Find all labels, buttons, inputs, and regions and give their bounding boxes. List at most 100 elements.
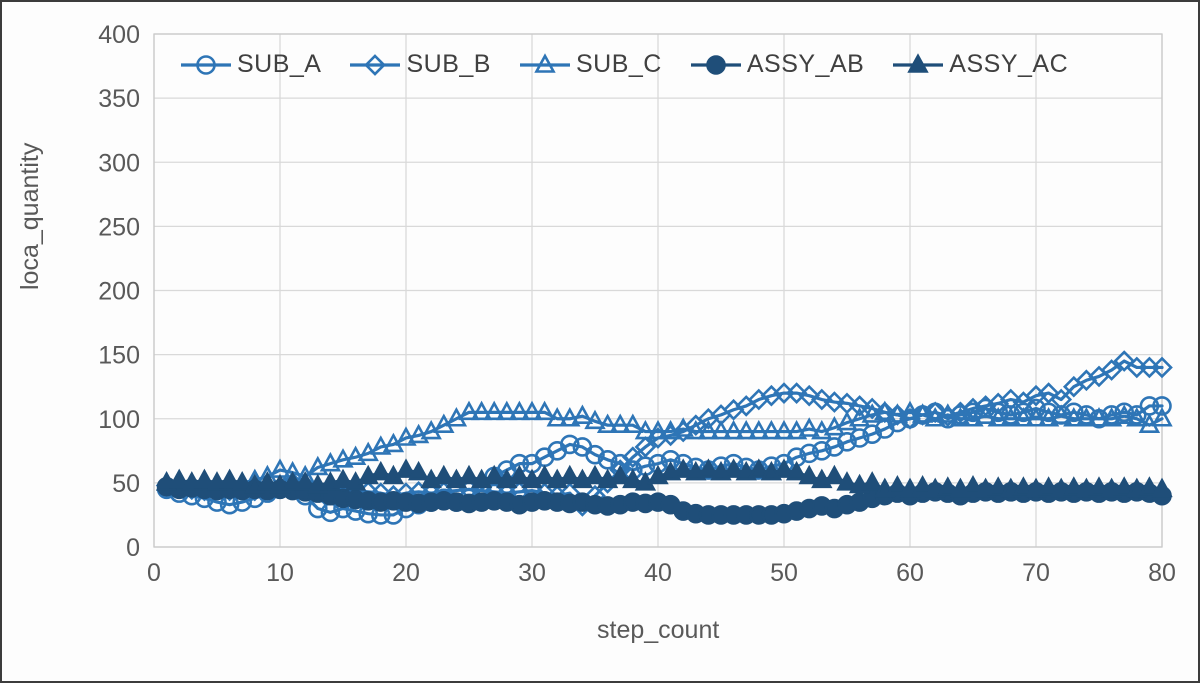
data-point-marker: [332, 448, 354, 468]
data-point-marker: [924, 407, 946, 427]
legend-item-ASSY_AC[interactable]: ASSY_AC: [892, 50, 1068, 79]
legend-diamond-icon: [350, 53, 401, 76]
data-point-marker: [836, 471, 858, 491]
data-point-marker: [196, 54, 216, 75]
data-point-marker: [508, 400, 531, 421]
tick-labels: 0 50 100 150 200 250 300 350 400 0 10 20 30 40 50 60 70 8…: [98, 21, 1176, 587]
data-point-marker: [798, 464, 820, 485]
legend-item-SUB_C[interactable]: SUB_C: [519, 50, 662, 79]
data-point-marker: [1113, 476, 1135, 496]
data-point-marker: [596, 413, 619, 433]
legend-triangle-icon: [893, 52, 944, 73]
data-point-marker: [622, 468, 644, 489]
data-point-marker: [907, 52, 929, 73]
data-point-marker: [1113, 404, 1135, 424]
data-point-marker: [168, 468, 190, 489]
data-point-marker: [823, 464, 846, 485]
data-point-marker: [760, 419, 783, 440]
data-point-marker: [672, 417, 694, 437]
data-point-marker: [962, 475, 984, 495]
data-point-marker: [521, 400, 543, 421]
data-point-marker: [911, 403, 934, 423]
data-point-marker: [760, 384, 783, 407]
data-point-marker: [874, 400, 896, 421]
data-point-marker: [395, 426, 417, 446]
data-point-marker: [837, 432, 857, 452]
y-tick-label: 400: [98, 21, 140, 49]
data-point-marker: [798, 417, 820, 437]
data-point-marker: [659, 419, 682, 440]
data-point-marker: [1037, 382, 1060, 404]
data-point-marker: [773, 419, 795, 440]
data-point-marker: [622, 413, 644, 433]
legend-item-SUB_B[interactable]: SUB_B: [349, 50, 490, 79]
data-point-marker: [722, 458, 745, 478]
data-point-marker: [861, 397, 884, 420]
y-tick-label: 200: [98, 278, 140, 306]
x-tick-label: 70: [1022, 559, 1050, 587]
series-ASSY_AC: [155, 458, 1173, 498]
y-tick-label: 250: [98, 213, 140, 241]
data-point-marker: [1000, 407, 1022, 427]
data-point-marker: [836, 410, 858, 431]
data-point-marker: [1151, 477, 1173, 498]
data-point-marker: [886, 404, 909, 426]
data-point-marker: [647, 419, 669, 440]
data-point-marker: [962, 407, 984, 427]
data-point-marker: [886, 403, 909, 423]
data-point-marker: [584, 464, 606, 485]
data-point-marker: [533, 464, 556, 485]
chart-legend: SUB_A SUB_B SUB_C ASSY_AB ASSY_AC: [180, 50, 1068, 79]
data-point-marker: [811, 419, 833, 440]
data-point-marker: [685, 419, 707, 440]
data-point-marker: [672, 458, 694, 478]
legend-item-ASSY_AB[interactable]: ASSY_AB: [690, 50, 864, 79]
legend-item-SUB_A[interactable]: SUB_A: [180, 50, 321, 79]
data-point-marker: [1151, 356, 1173, 379]
data-point-marker: [1088, 407, 1110, 427]
data-point-marker: [395, 458, 417, 478]
data-point-marker: [332, 468, 354, 489]
data-point-marker: [546, 407, 568, 427]
data-point-marker: [281, 471, 304, 491]
data-point-marker: [873, 401, 896, 424]
data-point-marker: [810, 388, 833, 411]
data-point-marker: [218, 468, 241, 489]
data-point-marker: [533, 400, 556, 421]
data-point-marker: [597, 449, 618, 470]
data-point-marker: [785, 460, 808, 481]
data-point-marker: [1152, 396, 1172, 416]
y-axis-title: loca_quantity: [16, 142, 44, 290]
data-point-marker: [824, 437, 845, 457]
data-point-marker: [924, 401, 947, 424]
legend-circle-icon: [690, 54, 741, 75]
data-point-marker: [407, 423, 430, 444]
data-point-marker: [571, 404, 594, 424]
legend-triangle-icon: [519, 52, 570, 73]
data-point-marker: [706, 54, 726, 75]
y-tick-label: 350: [98, 85, 140, 113]
data-point-marker: [1138, 476, 1161, 496]
data-point-marker: [937, 403, 959, 423]
data-point-marker: [407, 460, 430, 481]
data-point-marker: [1063, 407, 1085, 427]
data-point-marker: [1025, 407, 1047, 427]
x-tick-label: 20: [392, 559, 420, 587]
data-point-marker: [937, 476, 959, 496]
data-point-marker: [748, 419, 770, 440]
data-point-marker: [1063, 476, 1085, 496]
data-point-marker: [496, 400, 518, 421]
data-point-marker: [811, 441, 832, 461]
legend-label: SUB_C: [575, 50, 662, 78]
data-point-marker: [634, 436, 657, 458]
data-point-marker: [799, 443, 820, 464]
data-point-marker: [848, 407, 871, 427]
data-point-marker: [848, 395, 871, 417]
x-tick-label: 0: [147, 559, 161, 587]
data-point-marker: [748, 458, 770, 478]
data-point-marker: [470, 400, 493, 421]
legend-label: SUB_B: [406, 50, 491, 78]
legend-label: SUB_A: [237, 50, 322, 78]
